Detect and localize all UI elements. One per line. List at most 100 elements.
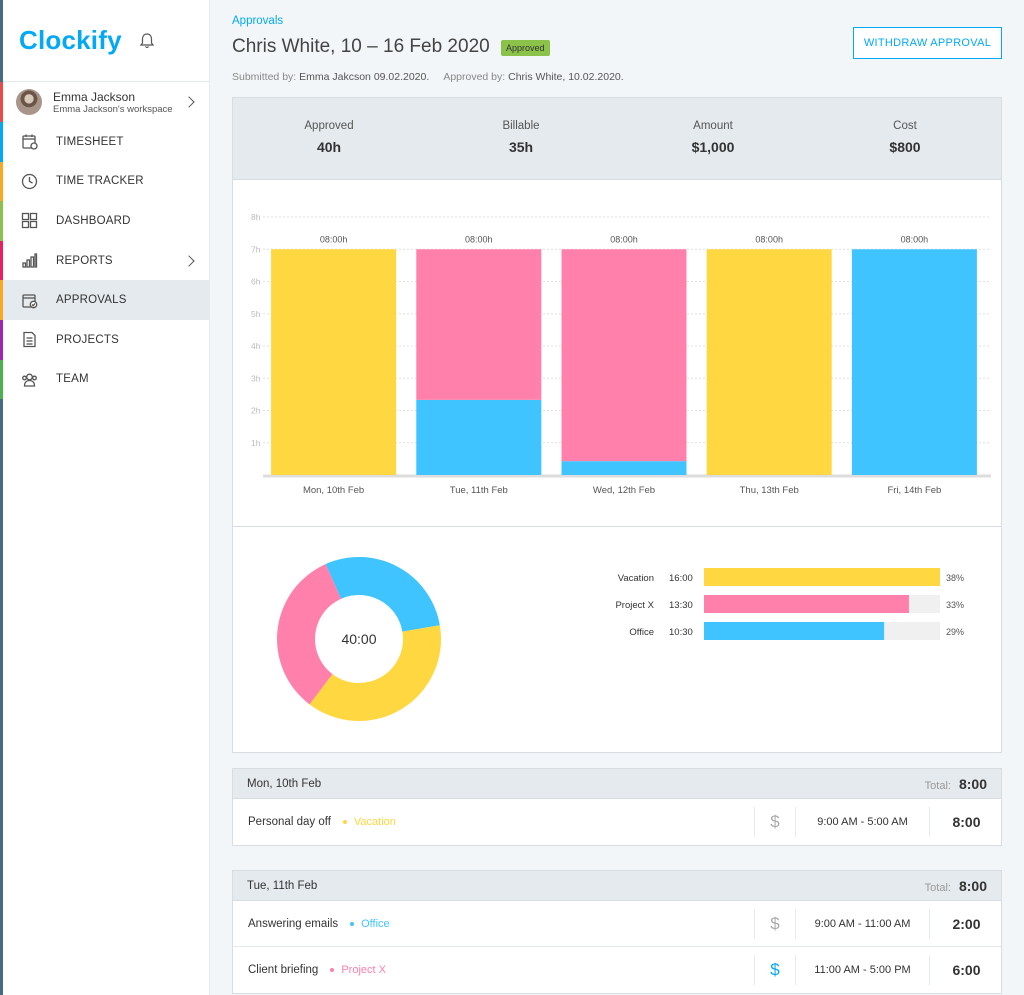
legend-duration: 16:00	[669, 573, 693, 584]
bar-total-label: 08:00h	[320, 234, 348, 244]
entry-project: Office	[350, 918, 390, 930]
entry-project-name: Office	[361, 917, 390, 930]
entry-duration: 8:00	[929, 807, 1003, 837]
sidebar-item-projects[interactable]: PROJECTS	[0, 319, 209, 360]
timesheet-icon	[20, 133, 38, 151]
summary-amount: Amount $1,000	[617, 98, 809, 179]
daily-bar-chart: 1h 2h 3h 4h 5h 6h 7h 8h 08:00h Mon, 10th Feb 08:00…	[251, 212, 991, 496]
bar-total-label: 08:00h	[901, 234, 929, 244]
sidebar-item-timesheet[interactable]: TIMESHEET	[0, 122, 209, 162]
y-tick-label: 3h	[251, 373, 261, 383]
summary-value: 40h	[316, 139, 342, 155]
billable-dollar-icon[interactable]: $	[754, 807, 796, 837]
day-total-label: Total:	[924, 881, 951, 894]
sidebar-item-label: TEAM	[56, 373, 89, 386]
entry-time-range: 9:00 AM - 11:00 AM	[814, 917, 911, 930]
day-total-value: 8:00	[958, 775, 987, 792]
logo-row: Clockify	[3, 0, 209, 82]
bar-segment-office[interactable]	[561, 461, 687, 475]
bar-segment-vacation[interactable]	[271, 249, 397, 475]
y-tick-label: 2h	[251, 406, 261, 416]
bar-segment-project-x[interactable]	[561, 249, 687, 462]
legend-bar-fill	[704, 622, 885, 640]
y-tick-label: 4h	[251, 341, 261, 351]
status-badge: Approved	[501, 40, 550, 56]
x-category-label: Tue, 11th Feb	[450, 485, 508, 496]
legend-percent: 33%	[946, 600, 964, 610]
donut-slice-office[interactable]	[325, 557, 440, 632]
day-card: Tue, 11th Feb Total: 8:00 Answering emails O…	[232, 870, 1002, 994]
workspace-name: Emma Jackson's workspace	[53, 103, 173, 115]
donut-slice-vacation[interactable]	[309, 625, 441, 721]
projects-icon	[20, 331, 38, 349]
time-entry-row[interactable]: Personal day off Vacation $9:00 AM - 5:00 …	[233, 799, 1001, 845]
billable-dollar-icon[interactable]: $	[754, 909, 796, 939]
bar-segment-vacation[interactable]	[706, 249, 832, 475]
bar-segment-office[interactable]	[416, 399, 542, 475]
sidebar-item-reports[interactable]: REPORTS	[0, 240, 209, 281]
sidebar-item-label: DASHBOARD	[56, 214, 131, 227]
sidebar-item-dashboard[interactable]: DASHBOARD	[0, 201, 209, 241]
bar-segment-project-x[interactable]	[416, 249, 542, 400]
summary-label: Amount	[693, 120, 733, 132]
time-entry-row[interactable]: Answering emails Office $9:00 AM - 11:00 A…	[233, 901, 1001, 947]
project-breakdown-card: 40:00 Vacation 16:00 38% Project X 13:30 33% Of…	[232, 526, 1002, 753]
x-category-label: Fri, 14th Feb	[887, 485, 941, 496]
y-tick-label: 5h	[251, 309, 261, 319]
legend-percent: 29%	[946, 627, 964, 637]
project-dot-icon	[350, 921, 355, 926]
daily-bar-chart-card: 1h 2h 3h 4h 5h 6h 7h 8h 08:00h Mon, 10th Feb 08:00…	[232, 179, 1002, 527]
day-label: Mon, 10th Feb	[247, 777, 322, 790]
legend-project-name: Project X	[615, 600, 654, 611]
legend-bar-fill	[704, 595, 909, 613]
submitted-value: Emma Jakcson 09.02.2020.	[299, 71, 430, 83]
sidebar-item-label: APPROVALS	[56, 294, 127, 307]
dashboard-icon	[20, 212, 38, 230]
billable-dollar-icon[interactable]: $	[754, 955, 796, 985]
summary-label: Cost	[893, 120, 917, 132]
entry-time-range: 11:00 AM - 5:00 PM	[814, 964, 911, 976]
sidebar-item-team[interactable]: TEAM	[0, 359, 209, 400]
reports-icon	[20, 252, 38, 270]
donut-center-label: 40:00	[341, 631, 376, 647]
y-tick-label: 7h	[251, 244, 261, 254]
sidebar-item-approvals[interactable]: APPROVALS	[0, 280, 209, 320]
summary-panel: Approved 40h Billable 35h Amount $1,000 …	[232, 97, 1002, 180]
day-card: Mon, 10th Feb Total: 8:00 Personal day off V…	[232, 768, 1002, 846]
clockify-logo[interactable]: Clockify	[19, 25, 122, 55]
sidebar-nav: TIMESHEET TIME TRACKER DASHBOARD REPORTS APP…	[0, 122, 209, 400]
entry-duration: 2:00	[929, 909, 1003, 939]
submitted-label: Submitted by:	[232, 71, 297, 83]
project-donut-chart: 40:00 Vacation 16:00 38% Project X 13:30 33% Of…	[277, 557, 964, 721]
workspace-switcher[interactable]: Emma Jackson Emma Jackson's workspace	[0, 82, 209, 122]
project-dot-icon	[330, 968, 335, 972]
day-total-label: Total:	[924, 779, 951, 792]
sidebar-item-label: PROJECTS	[56, 333, 119, 346]
approved-value: Chris White, 10.02.2020.	[508, 71, 624, 83]
chevron-right-icon	[183, 96, 195, 108]
legend-percent: 38%	[946, 573, 964, 583]
x-category-label: Thu, 13th Feb	[740, 485, 799, 496]
day-total: Total: 8:00	[925, 776, 987, 792]
legend-duration: 10:30	[669, 627, 693, 638]
bar-total-label: 08:00h	[610, 234, 638, 244]
x-category-label: Wed, 12th Feb	[593, 485, 655, 496]
summary-label: Approved	[304, 120, 354, 132]
withdraw-approval-button[interactable]: WITHDRAW APPROVAL	[853, 27, 1002, 59]
summary-approved: Approved 40h	[233, 98, 425, 179]
entry-time-range: 9:00 AM - 5:00 AM	[817, 816, 908, 828]
breadcrumb[interactable]: Approvals	[232, 15, 284, 27]
bell-icon[interactable]	[138, 32, 156, 50]
entry-project: Vacation	[342, 816, 396, 828]
user-name: Emma Jackson	[53, 89, 136, 104]
day-header: Tue, 11th Feb Total: 8:00	[233, 871, 1001, 901]
legend-duration: 13:30	[669, 600, 693, 611]
approvals-icon	[20, 291, 38, 309]
bar-segment-office[interactable]	[851, 249, 977, 475]
time-entry-row[interactable]: Client briefing Project X $11:00 AM - 5:00…	[233, 947, 1001, 993]
donut-slice-project-x[interactable]	[277, 564, 342, 705]
bar-total-label: 08:00h	[465, 234, 493, 244]
summary-label: Billable	[502, 120, 540, 132]
sidebar-item-time-tracker[interactable]: TIME TRACKER	[0, 161, 209, 202]
entry-description: Client briefing	[248, 964, 319, 976]
